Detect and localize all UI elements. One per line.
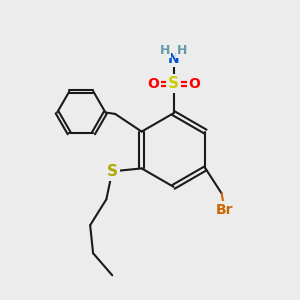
Text: N: N <box>168 52 179 66</box>
Text: O: O <box>147 77 159 91</box>
Text: S: S <box>168 76 179 91</box>
Text: H: H <box>160 44 170 57</box>
Text: Br: Br <box>216 202 233 217</box>
Text: H: H <box>177 44 187 57</box>
Text: S: S <box>107 164 118 179</box>
Text: O: O <box>188 77 200 91</box>
